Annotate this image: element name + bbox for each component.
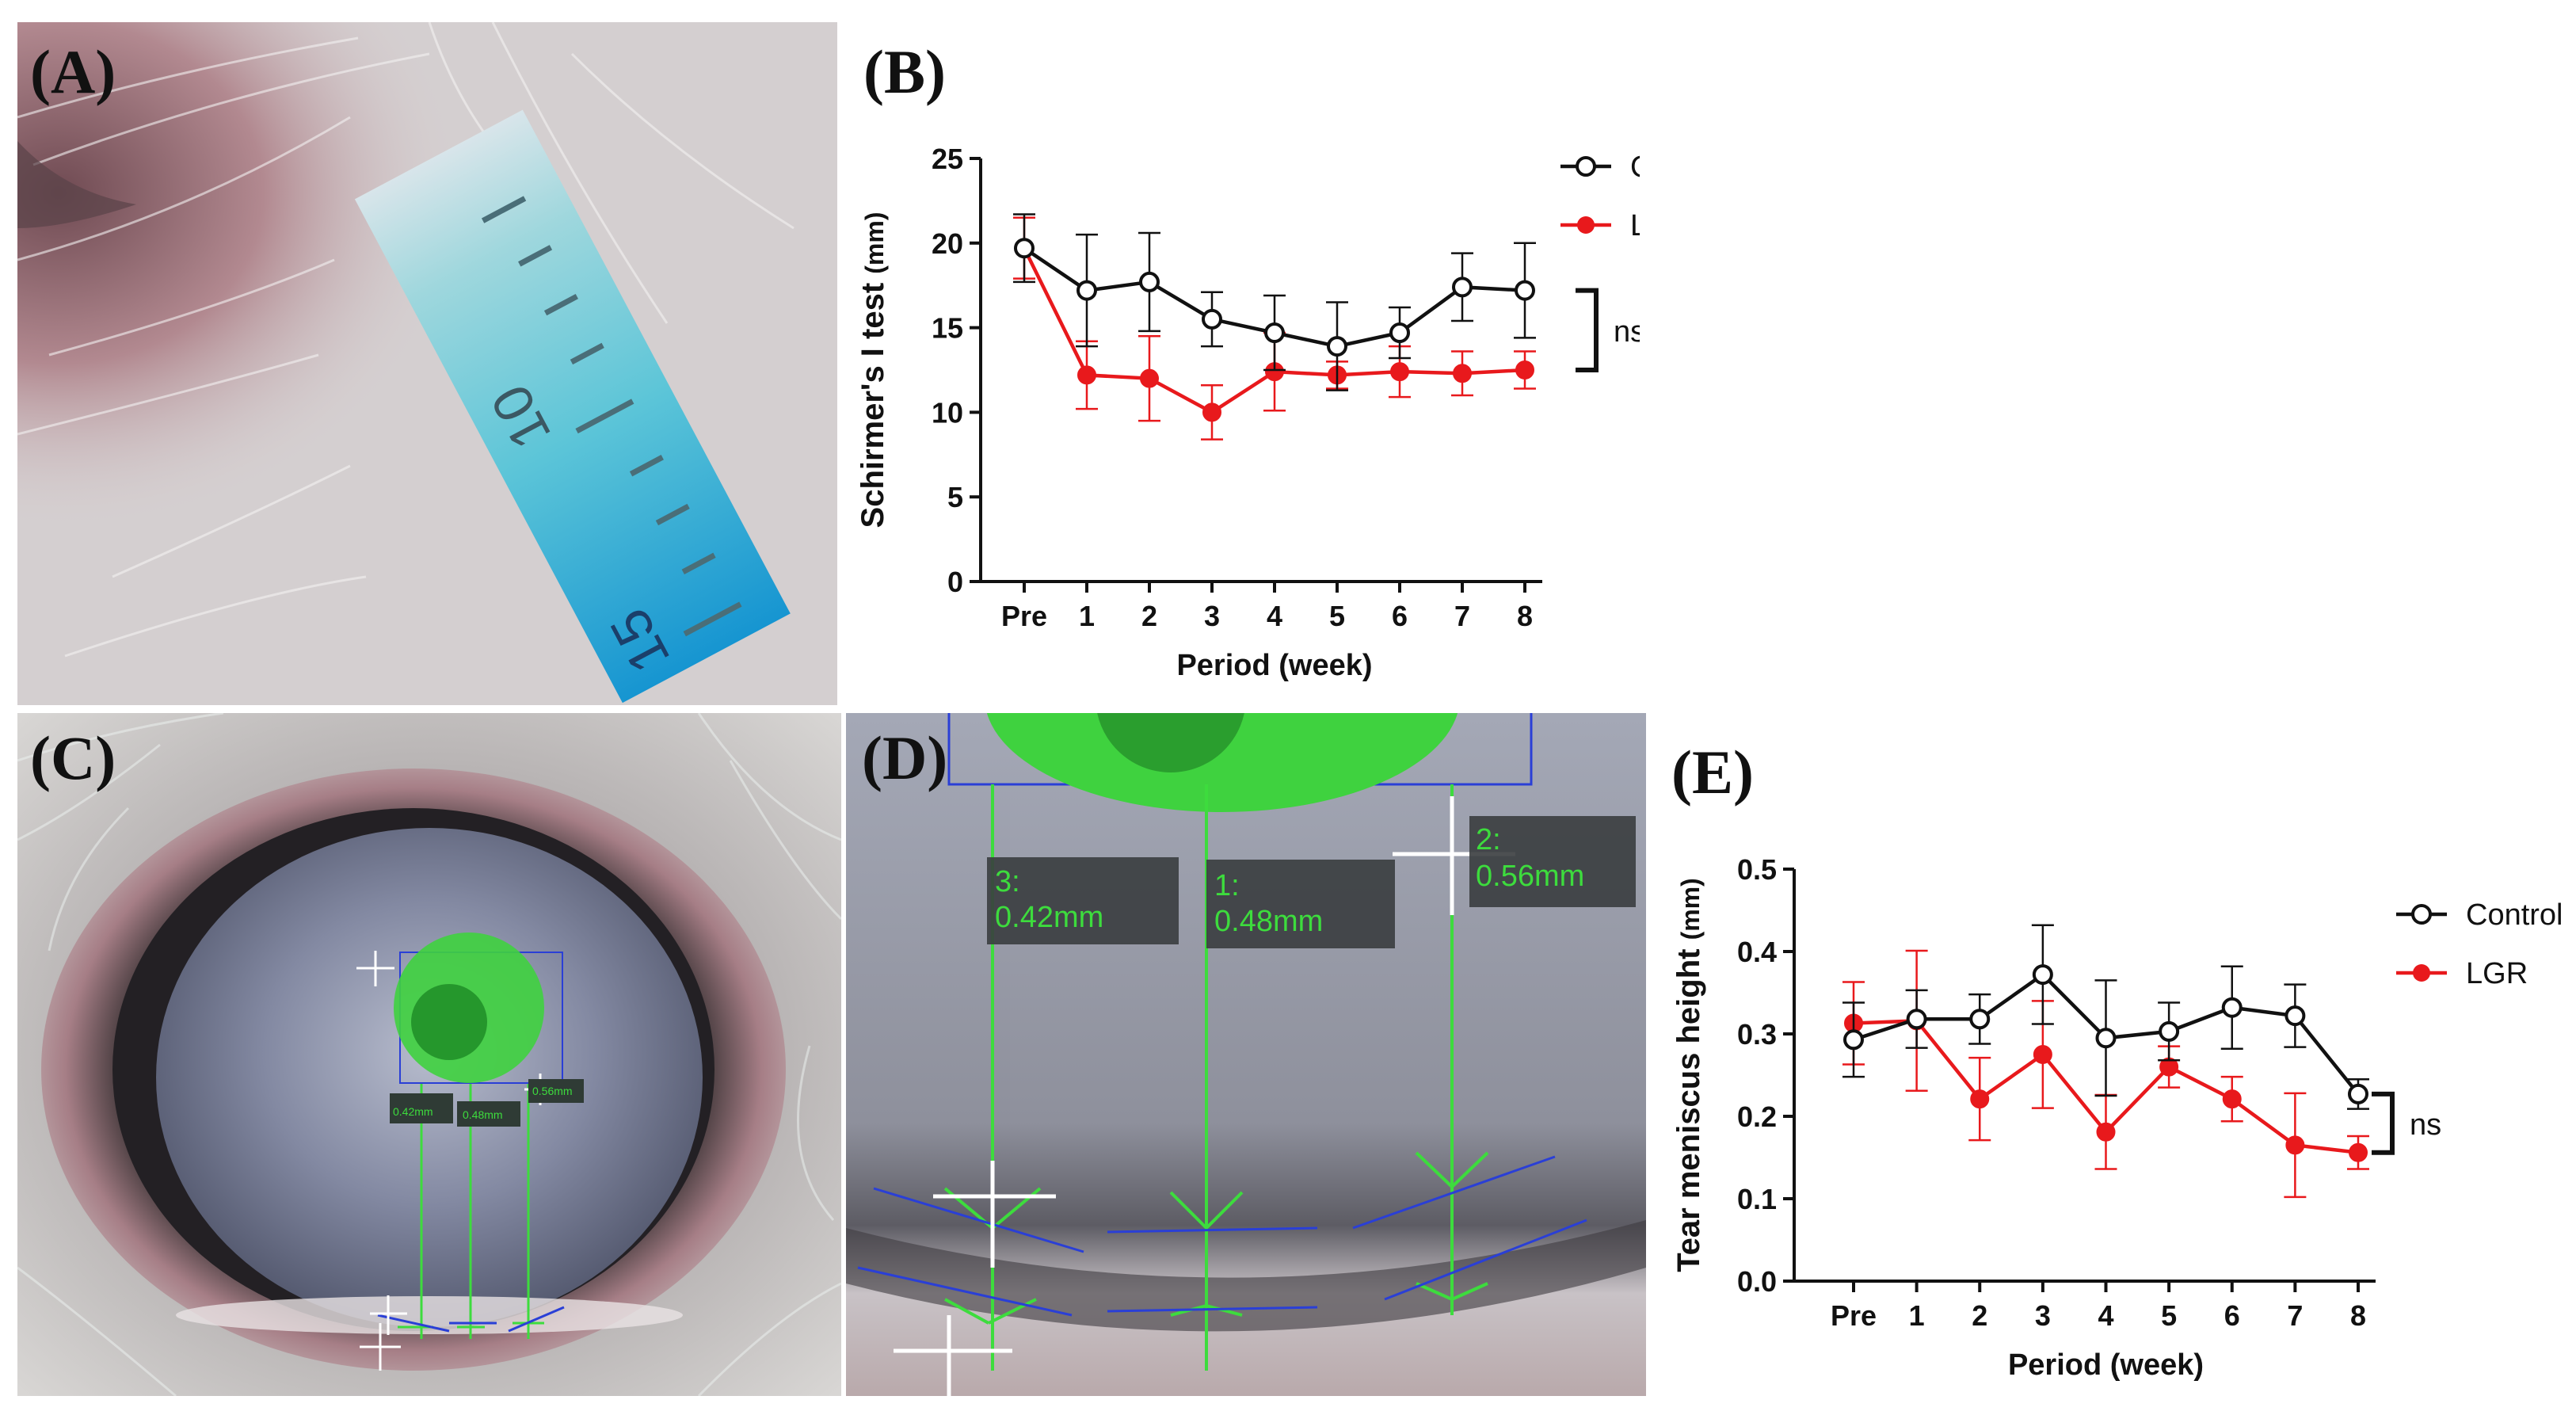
y-axis-title-unit: (mm) (860, 212, 889, 274)
d-measure-3-index: 3: (995, 865, 1020, 898)
legend-marker (2413, 964, 2430, 982)
x-tick-label: 6 (2224, 1299, 2240, 1332)
x-tick-label: 4 (2098, 1299, 2113, 1332)
x-tick-label: 7 (2287, 1299, 2303, 1332)
data-point-lgr (2349, 1142, 2368, 1162)
legend-label: Control (2466, 898, 2563, 932)
y-tick-label: 10 (932, 396, 963, 429)
data-point-control (1139, 271, 1160, 292)
data-point-control (2159, 1020, 2180, 1042)
d-measure-2-index: 2: (1476, 823, 1501, 856)
data-point-lgr (2033, 1045, 2052, 1064)
data-point-control (2095, 1028, 2117, 1049)
panel-label-a: (A) (30, 37, 116, 106)
c-measure-3: 0.42mm (393, 1105, 433, 1118)
panel-label-b: (B) (863, 37, 946, 106)
chart-b: 0 5 10 15 20 25 Pre 1 2 3 4 5 6 7 8 Period (week) Schirm… (855, 143, 1640, 682)
y-tick-label: 0 (947, 566, 963, 598)
x-tick-label: 2 (1141, 600, 1157, 632)
x-tick-label: 3 (2035, 1299, 2051, 1332)
data-point-control (1906, 1009, 1927, 1030)
x-tick-label: 1 (1909, 1299, 1925, 1332)
y-tick-label: 0.1 (1737, 1183, 1777, 1215)
data-point-control (1969, 1009, 1991, 1030)
d-measure-3-value: 0.42mm (995, 901, 1103, 934)
y-tick-label: 0.4 (1737, 936, 1777, 968)
x-tick-label: 4 (1267, 600, 1282, 632)
x-tick-label: 1 (1079, 600, 1095, 632)
legend-marker (2411, 904, 2432, 925)
legend-label: LGR (2466, 957, 2528, 990)
data-point-control (1327, 336, 1347, 357)
data-point-control (2032, 964, 2053, 986)
data-point-control (1202, 308, 1222, 330)
y-tick-label: 15 (932, 312, 963, 345)
x-tick-label: 3 (1204, 600, 1220, 632)
x-tick-label: Pre (1001, 600, 1047, 632)
legend-label: LGR (1630, 209, 1640, 242)
data-point-control (2221, 997, 2243, 1018)
legend-label: Control (1630, 151, 1640, 184)
data-point-lgr (1390, 362, 1409, 382)
significance-label: ns (2410, 1108, 2441, 1142)
significance-bracket (2372, 1091, 2395, 1155)
x-tick-label: 5 (2161, 1299, 2177, 1332)
c-measure-1: 0.48mm (463, 1108, 503, 1121)
significance-bracket (1576, 288, 1599, 372)
data-point-lgr (1202, 402, 1221, 422)
data-point-control (1264, 322, 1285, 344)
x-tick-label: 5 (1329, 600, 1345, 632)
y-tick-label: 0.5 (1737, 853, 1777, 886)
y-axis-title-main: Tear meniscus height (1671, 940, 1706, 1272)
data-point-lgr (1453, 364, 1472, 383)
x-tick-label: 8 (2350, 1299, 2366, 1332)
significance-label: ns (1614, 315, 1640, 349)
meniscus-zoom-photo: 3: 0.42mm 1: 0.48mm 2: 0.56mm (846, 713, 1646, 1396)
panel-label-d: (D) (862, 723, 948, 792)
y-axis-title: Schirmer's I test (mm) (855, 212, 890, 528)
y-tick-label: 25 (932, 143, 963, 175)
x-tick-label: 8 (1517, 600, 1533, 632)
data-point-control (2284, 1005, 2306, 1027)
y-axis-title-unit: (mm) (1676, 878, 1705, 940)
x-tick-label: Pre (1831, 1299, 1877, 1332)
x-tick-label: 2 (1972, 1299, 1987, 1332)
data-point-control (1014, 238, 1035, 259)
panel-label-c: (C) (30, 723, 116, 792)
data-point-control (1389, 322, 1410, 344)
x-tick-label: 7 (1454, 600, 1470, 632)
data-point-lgr (1077, 365, 1096, 385)
data-point-lgr (1140, 368, 1159, 388)
x-axis-title: Period (week) (1176, 649, 1372, 682)
data-point-control (2348, 1083, 2368, 1104)
data-point-control (1515, 280, 1535, 301)
legend-marker (1576, 156, 1596, 177)
y-axis-title-main: Schirmer's I test (855, 274, 890, 528)
schirmer-strip-photo: 10 15 (17, 22, 837, 705)
d-measure-1-index: 1: (1214, 869, 1240, 902)
data-point-lgr (1515, 360, 1534, 379)
data-point-lgr (1970, 1089, 1990, 1109)
data-point-lgr (2222, 1089, 2242, 1109)
c-measure-2: 0.56mm (532, 1085, 573, 1097)
data-point-lgr (2285, 1135, 2305, 1155)
data-point-control (1452, 277, 1473, 298)
y-tick-label: 0.2 (1737, 1100, 1777, 1133)
y-tick-label: 0.3 (1737, 1018, 1777, 1051)
panel-label-e: (E) (1671, 738, 1754, 807)
x-axis-title: Period (week) (2008, 1348, 2204, 1382)
chart-e: 0.0 0.1 0.2 0.3 0.4 0.5 Pre 1 2 3 4 5 6 7 8 Period (wee… (1671, 853, 2563, 1382)
y-axis-title: Tear meniscus height (mm) (1671, 878, 1706, 1272)
d-measure-2-value: 0.56mm (1476, 860, 1584, 893)
data-point-lgr (2096, 1122, 2116, 1142)
eye-photo: 0.42mm 0.48mm 0.56mm (17, 713, 841, 1396)
y-tick-label: 0.0 (1737, 1265, 1777, 1298)
x-tick-label: 6 (1392, 600, 1408, 632)
legend-marker (1577, 216, 1595, 234)
y-tick-label: 5 (947, 481, 963, 513)
d-measure-1-value: 0.48mm (1214, 905, 1323, 938)
y-tick-label: 20 (932, 227, 963, 260)
data-point-control (1843, 1029, 1864, 1051)
data-point-control (1077, 280, 1097, 301)
